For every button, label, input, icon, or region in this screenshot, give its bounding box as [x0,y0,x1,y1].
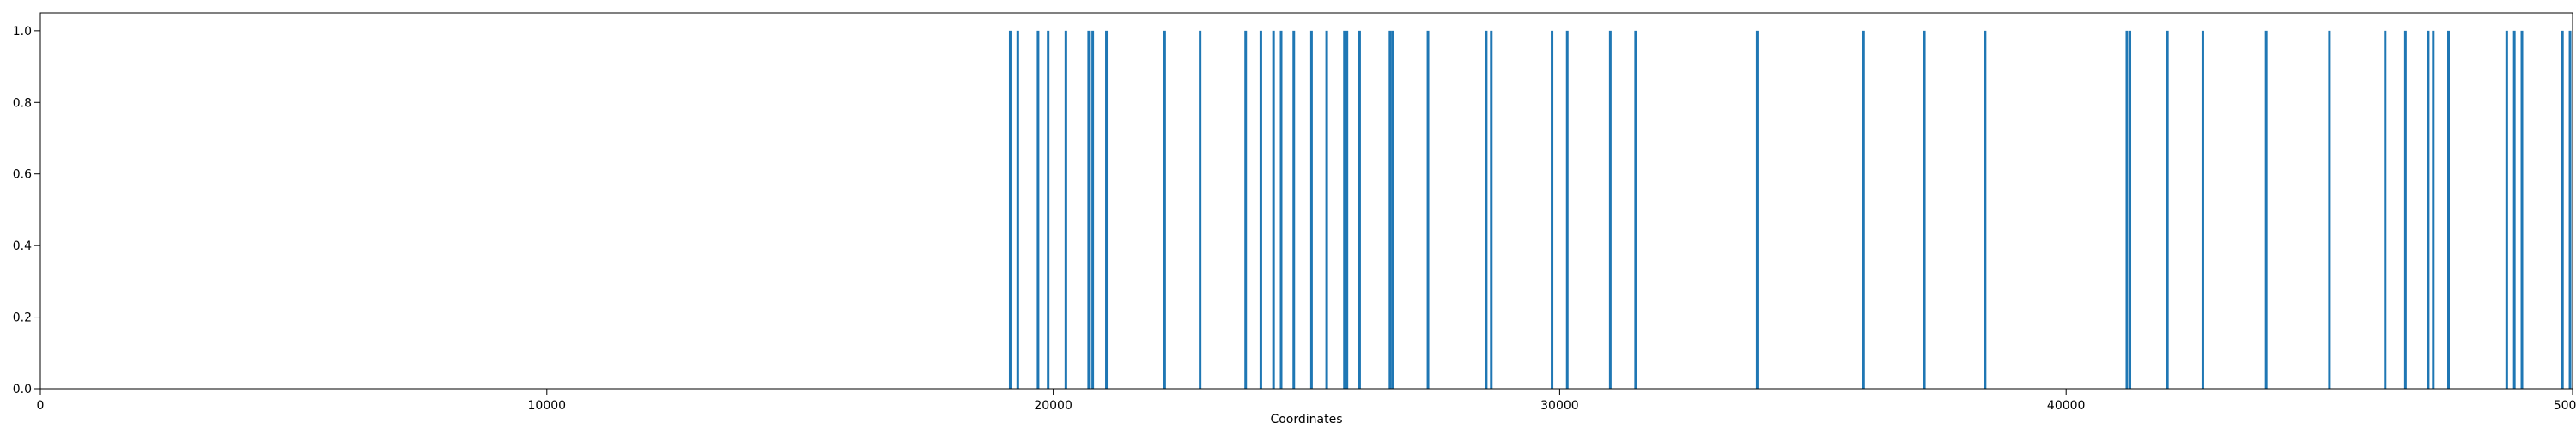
bar [1087,30,1091,390]
bar [2125,30,2129,390]
y-tick-label: 0.8 [13,96,32,110]
bar [2403,30,2407,390]
x-tick-label: 20000 [1034,399,1072,413]
bar [2166,30,2169,390]
bar [2384,30,2387,390]
y-tick-label: 0.4 [13,239,32,253]
plot-frame [39,12,2573,390]
bar [2568,30,2572,390]
bar [1608,30,1612,390]
bar [2201,30,2204,390]
bar [1325,30,1328,390]
bar [1292,30,1296,390]
bar [2505,30,2508,390]
x-tick-label: 50000 [2554,399,2576,413]
x-tick-label: 10000 [528,399,567,413]
bars-group [1008,30,2572,390]
bar [1391,30,1394,390]
bar [1244,30,1248,390]
bar [1259,30,1262,390]
y-axis-ticks: 0.0 0.2 0.4 0.6 0.8 1.0 [13,25,40,396]
bar [1163,30,1166,390]
x-axis-label: Coordinates [1270,413,1342,426]
x-tick-label: 40000 [2047,399,2086,413]
bar [2129,30,2132,390]
bar [1343,30,1346,390]
x-axis-ticks: 0 10000 20000 30000 40000 50000 [37,389,2576,413]
bar [1199,30,1202,390]
bar [2447,30,2450,390]
bar [1105,30,1109,390]
bar [1490,30,1493,390]
bar [1272,30,1275,390]
bar [1565,30,1569,390]
bar [1016,30,1019,390]
bar [1036,30,1040,390]
bar [1862,30,1865,390]
bar [2264,30,2268,390]
bar [1358,30,1361,390]
x-tick-label: 30000 [1540,399,1579,413]
bar [1426,30,1430,390]
bar [1008,30,1012,390]
y-tick-label: 0.6 [13,168,32,182]
bar [1755,30,1759,390]
bar [1551,30,1554,390]
bar [1634,30,1637,390]
y-tick-label: 0.2 [13,311,32,325]
bar [1279,30,1283,390]
bar [1346,30,1349,390]
bar [1485,30,1488,390]
bar [2328,30,2331,390]
y-tick-label: 0.0 [13,383,32,396]
bar [1309,30,1313,390]
bar [2520,30,2524,390]
bar [2561,30,2564,390]
bar [1064,30,1067,390]
bar [1091,30,1095,390]
bar [1047,30,1050,390]
bar [1923,30,1926,390]
bar [2512,30,2516,390]
bar [1388,30,1392,390]
y-tick-label: 1.0 [13,25,32,39]
x-tick-label: 0 [37,399,45,413]
bar [1984,30,1987,390]
bar [2427,30,2430,390]
bar [2432,30,2435,390]
